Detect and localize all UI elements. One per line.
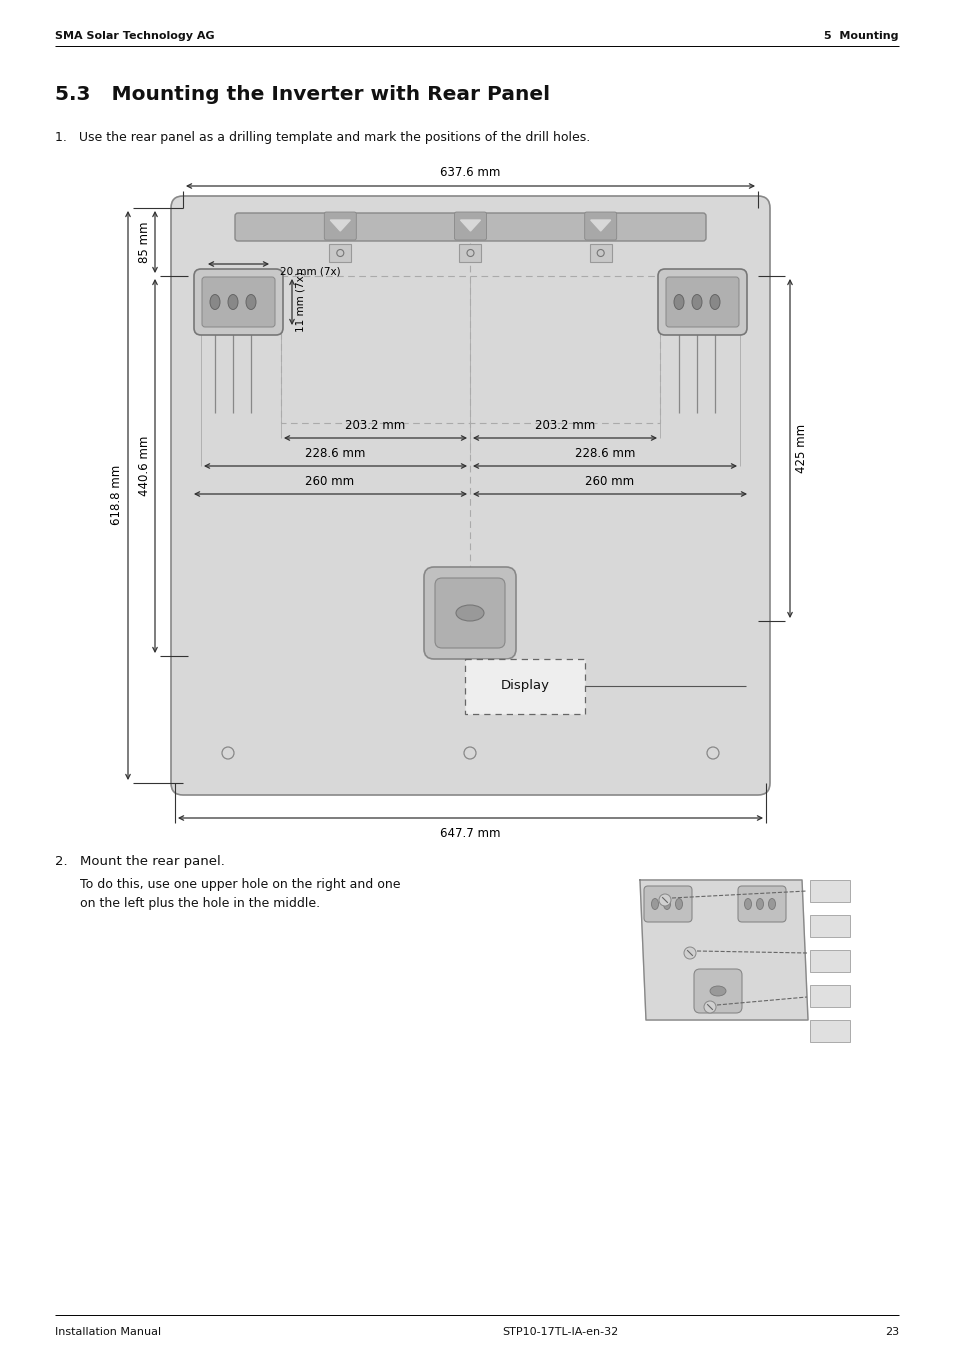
Ellipse shape	[210, 295, 220, 310]
Circle shape	[703, 1000, 716, 1013]
Ellipse shape	[228, 295, 237, 310]
Bar	[589, 243, 611, 262]
Text: 85 mm: 85 mm	[138, 222, 151, 262]
Polygon shape	[460, 220, 480, 231]
Bar	[809, 950, 849, 972]
Ellipse shape	[673, 295, 683, 310]
FancyBboxPatch shape	[738, 886, 785, 922]
Ellipse shape	[456, 604, 483, 621]
Text: 260 mm: 260 mm	[585, 475, 634, 488]
Text: 228.6 mm: 228.6 mm	[575, 448, 635, 460]
Text: 637.6 mm: 637.6 mm	[439, 166, 499, 178]
Text: 260 mm: 260 mm	[305, 475, 355, 488]
Ellipse shape	[651, 899, 658, 910]
FancyBboxPatch shape	[643, 886, 691, 922]
Ellipse shape	[709, 295, 720, 310]
Bar	[809, 1019, 849, 1042]
Ellipse shape	[768, 899, 775, 910]
FancyBboxPatch shape	[584, 212, 616, 241]
Text: 2.: 2.	[55, 854, 68, 868]
Text: SMA Solar Technology AG: SMA Solar Technology AG	[55, 31, 214, 41]
Bar	[809, 915, 849, 937]
Text: Display: Display	[500, 680, 549, 692]
FancyBboxPatch shape	[324, 212, 355, 241]
Polygon shape	[590, 220, 610, 231]
Circle shape	[683, 946, 696, 959]
Text: 1.   Use the rear panel as a drilling template and mark the positions of the dri: 1. Use the rear panel as a drilling temp…	[55, 131, 590, 145]
Text: Installation Manual: Installation Manual	[55, 1328, 161, 1337]
Text: Mount the rear panel.: Mount the rear panel.	[80, 854, 225, 868]
FancyBboxPatch shape	[435, 579, 504, 648]
Bar	[809, 986, 849, 1007]
Text: 203.2 mm: 203.2 mm	[345, 419, 405, 433]
Text: 20 mm (7x): 20 mm (7x)	[280, 266, 340, 276]
Text: STP10-17TL-IA-en-32: STP10-17TL-IA-en-32	[501, 1328, 618, 1337]
FancyBboxPatch shape	[423, 566, 516, 658]
FancyBboxPatch shape	[665, 277, 739, 327]
Bar	[464, 658, 584, 714]
FancyBboxPatch shape	[693, 969, 741, 1013]
Circle shape	[659, 894, 670, 906]
Bar	[809, 880, 849, 902]
Text: 5.3   Mounting the Inverter with Rear Panel: 5.3 Mounting the Inverter with Rear Pane…	[55, 85, 550, 104]
Ellipse shape	[743, 899, 751, 910]
Text: 647.7 mm: 647.7 mm	[439, 827, 499, 840]
Polygon shape	[330, 220, 350, 231]
Text: 23: 23	[884, 1328, 898, 1337]
Ellipse shape	[246, 295, 255, 310]
FancyBboxPatch shape	[202, 277, 274, 327]
FancyBboxPatch shape	[171, 196, 769, 795]
Text: 228.6 mm: 228.6 mm	[305, 448, 365, 460]
Text: 5  Mounting: 5 Mounting	[823, 31, 898, 41]
Text: 440.6 mm: 440.6 mm	[138, 435, 151, 496]
Bar	[281, 276, 659, 423]
FancyBboxPatch shape	[193, 269, 283, 335]
FancyBboxPatch shape	[234, 214, 705, 241]
Ellipse shape	[662, 899, 670, 910]
Ellipse shape	[709, 986, 725, 996]
Text: 425 mm: 425 mm	[794, 423, 807, 473]
Ellipse shape	[675, 899, 681, 910]
Bar	[459, 243, 481, 262]
FancyBboxPatch shape	[454, 212, 486, 241]
Ellipse shape	[691, 295, 701, 310]
Ellipse shape	[756, 899, 762, 910]
Polygon shape	[639, 880, 807, 1019]
Text: 203.2 mm: 203.2 mm	[535, 419, 595, 433]
FancyBboxPatch shape	[658, 269, 746, 335]
Text: To do this, use one upper hole on the right and one
on the left plus the hole in: To do this, use one upper hole on the ri…	[80, 877, 400, 910]
Bar	[329, 243, 351, 262]
Text: 618.8 mm: 618.8 mm	[110, 465, 123, 525]
Text: 11 mm (7x): 11 mm (7x)	[295, 272, 306, 333]
